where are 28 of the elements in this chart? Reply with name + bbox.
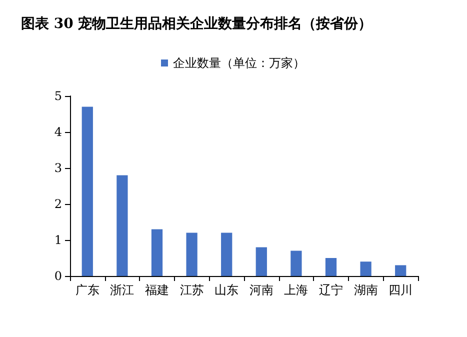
x-tick-label: 辽宁 [319, 283, 343, 297]
bar [325, 258, 337, 276]
y-tick-label: 1 [54, 233, 62, 247]
bar [116, 175, 128, 276]
x-tick-label: 江苏 [180, 283, 204, 297]
bar [186, 232, 198, 276]
x-tick-label: 山东 [214, 283, 239, 297]
bar [256, 247, 267, 276]
bar [82, 106, 93, 276]
bar [151, 229, 163, 276]
x-tick-label: 福建 [145, 283, 169, 297]
x-tick-label: 上海 [284, 283, 308, 297]
chart-title: 图表 30 宠物卫生用品相关企业数量分布排名（按省份） [21, 15, 372, 32]
bar [221, 232, 232, 276]
bar [360, 262, 372, 276]
x-tick-label: 湖南 [354, 283, 378, 297]
y-tick-label: 2 [54, 197, 62, 211]
x-tick-label: 四川 [388, 283, 413, 297]
x-tick-label: 河南 [249, 283, 274, 297]
bar [290, 250, 302, 276]
y-tick-label: 0 [54, 269, 62, 283]
y-tick-label: 5 [54, 89, 62, 103]
y-tick-label: 3 [54, 161, 62, 175]
x-tick-label: 浙江 [110, 283, 134, 297]
y-tick-label: 4 [54, 125, 62, 139]
legend-label: 企业数量（单位：万家） [173, 56, 305, 70]
bar [395, 265, 406, 276]
x-tick-label: 广东 [75, 283, 100, 297]
